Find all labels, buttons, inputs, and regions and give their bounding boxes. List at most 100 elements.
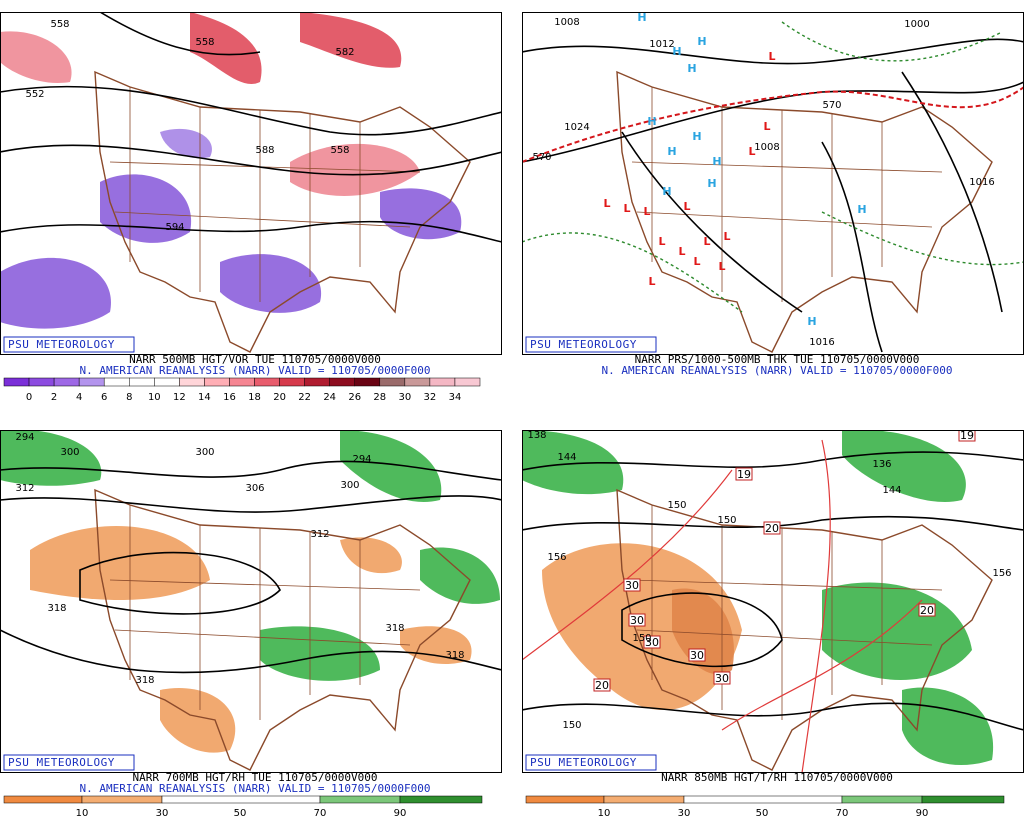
colorbar-label: 26	[348, 392, 361, 403]
pressure-center: L	[678, 245, 685, 258]
colorbar-segment	[129, 377, 155, 387]
colorbar-label: 0	[26, 392, 32, 403]
colorbar-segment	[329, 377, 355, 387]
badge: PSU METEOROLOGY	[8, 756, 115, 769]
contour-label: 150	[667, 500, 686, 511]
colorbar-segment	[103, 377, 130, 387]
badge: PSU METEOROLOGY	[8, 338, 115, 351]
colorbar-segment	[78, 377, 105, 387]
contour-label: 558	[195, 37, 214, 48]
pressure-center: H	[667, 145, 676, 158]
colorbar-segment	[404, 377, 431, 387]
pressure-center: L	[648, 275, 655, 288]
map-background	[522, 12, 1024, 355]
contour-label: 594	[165, 222, 184, 233]
colorbar-label: 8	[126, 392, 132, 403]
pressure-center: H	[712, 155, 721, 168]
colorbar-label: 34	[449, 392, 462, 403]
contour-label: 558	[50, 19, 69, 30]
contour	[522, 702, 1024, 731]
temp-box	[918, 603, 936, 617]
badge-box	[3, 754, 135, 771]
colorbar-label: 30	[398, 392, 411, 403]
colorbar-segment	[603, 795, 685, 804]
colorbar-label: 4	[76, 392, 82, 403]
map: 3030303030202020191913814415015615015013…	[522, 429, 1024, 773]
contour	[99, 12, 261, 56]
contour	[901, 71, 1003, 313]
colorbar-segment	[429, 377, 456, 387]
contour	[621, 131, 803, 313]
colorbar-label: 32	[424, 392, 437, 403]
temp-label: 19	[960, 429, 974, 442]
colorbar-segment	[841, 795, 923, 804]
colorbar-segment	[53, 377, 80, 387]
state-lines	[109, 87, 421, 302]
colorbar-segment	[279, 377, 305, 387]
pressure-center: H	[697, 35, 706, 48]
colorbar-segment	[81, 795, 163, 804]
badge-box	[3, 336, 135, 353]
contour-label: 294	[352, 454, 371, 465]
contour-label: 312	[310, 529, 329, 540]
map-subtitle: N. AMERICAN REANALYSIS (NARR) VALID = 11…	[602, 364, 953, 377]
contour-label: 558	[330, 145, 349, 156]
colorbar-label: 16	[223, 392, 236, 403]
coastline	[94, 70, 471, 353]
contour-label: 144	[882, 485, 901, 496]
temp-box	[593, 678, 611, 692]
contour-label: 1016	[809, 337, 834, 348]
pressure-center: L	[683, 200, 690, 213]
shaded-area	[842, 430, 966, 502]
badge-box	[525, 336, 657, 353]
contour-label: 1016	[969, 177, 994, 188]
colorbar-segment	[28, 377, 55, 387]
pressure-center: L	[623, 202, 630, 215]
colorbar-label: 90	[916, 808, 929, 819]
thickness-line	[522, 21, 1024, 313]
temp-box	[763, 521, 781, 535]
temp-label: 20	[920, 604, 934, 617]
contour-label: 582	[335, 47, 354, 58]
contour-label: 150	[562, 720, 581, 731]
shaded-area	[400, 626, 472, 665]
colorbar-label: 70	[314, 808, 327, 819]
shaded-area	[902, 687, 994, 766]
contour-label: 1012	[649, 39, 674, 50]
temp-label: 19	[737, 468, 751, 481]
contour-label: 552	[25, 89, 44, 100]
colorbar-segment	[229, 377, 255, 387]
pressure-center: L	[658, 235, 665, 248]
colorbar-segment	[454, 377, 481, 387]
colorbar-label: 14	[198, 392, 211, 403]
colorbar-segment	[525, 795, 605, 804]
pressure-center: H	[662, 185, 671, 198]
badge-box	[525, 754, 657, 771]
map: 294 300 312 300 306 294 300 312 318 318 318 318	[0, 430, 502, 773]
pressure-center: L	[723, 230, 730, 243]
contour	[522, 515, 1024, 531]
colorbar-segment	[154, 377, 180, 387]
pressure-center: H	[672, 45, 681, 58]
temp-box	[958, 430, 976, 442]
temp-box	[623, 578, 641, 592]
colorbar-label: 30	[678, 808, 691, 819]
state-lines	[631, 505, 943, 720]
contour-label: 1008	[554, 17, 579, 28]
colorbar-label: 70	[836, 808, 849, 819]
contour-label: 294	[15, 432, 34, 443]
map-subtitle: N. AMERICAN REANALYSIS (NARR) VALID = 11…	[80, 364, 431, 377]
colorbar-label: 6	[101, 392, 107, 403]
colorbar-segment	[161, 795, 321, 804]
contour-label: 156	[992, 568, 1011, 579]
colorbar-segment	[319, 795, 401, 804]
pressure-center: L	[763, 120, 770, 133]
contour-label: 1000	[904, 19, 929, 30]
map-frame	[0, 430, 502, 773]
shaded-area	[0, 430, 102, 486]
shaded-area	[340, 430, 442, 502]
colorbar-label: 12	[173, 392, 186, 403]
contour-label: 136	[872, 459, 891, 470]
colorbar-label: 50	[234, 808, 247, 819]
colorbar-label: 10	[76, 808, 89, 819]
